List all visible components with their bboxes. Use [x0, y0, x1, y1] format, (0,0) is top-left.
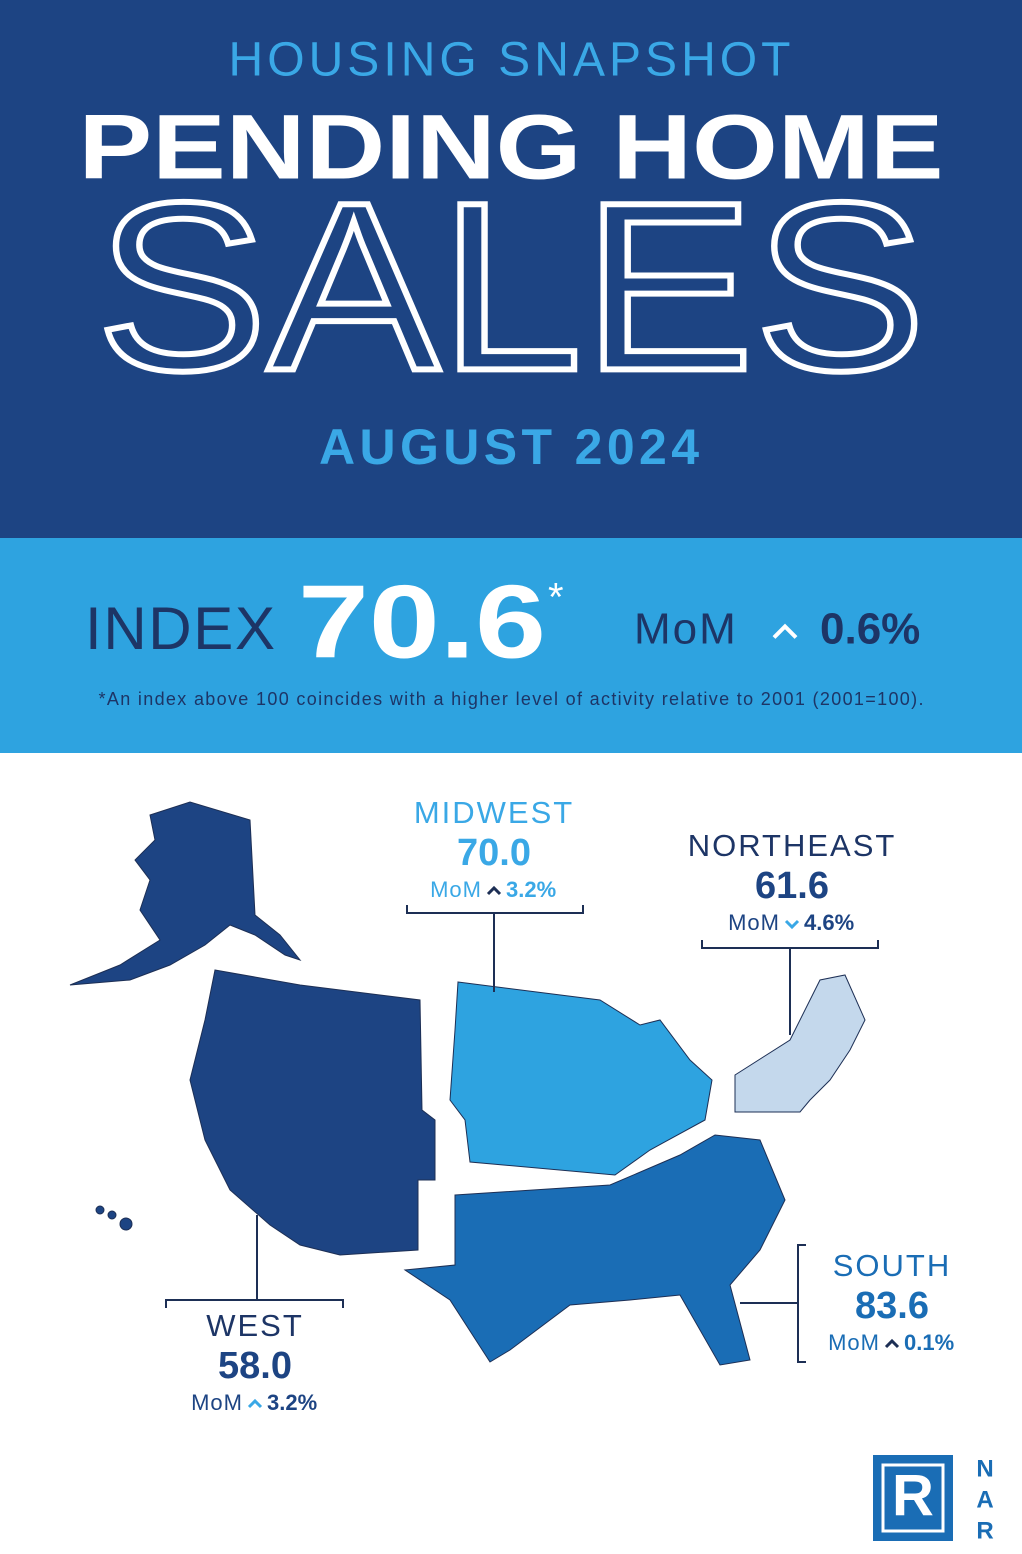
west	[189, 969, 436, 1256]
logo-text: A	[976, 1486, 993, 1513]
footnote: *An index above 100 coincides with a hig…	[99, 689, 924, 709]
mom-arrow	[772, 623, 798, 639]
callout	[165, 1215, 344, 1308]
period: AUGUST 2024	[319, 419, 699, 475]
region-mom-label: MoM	[191, 1390, 243, 1415]
region-change: 0.1%	[904, 1330, 954, 1355]
logo-letter: R	[892, 1463, 934, 1528]
logo-text: R	[976, 1517, 993, 1544]
region-change: 3.2%	[267, 1390, 317, 1415]
region-mom-label: MoM	[430, 877, 482, 902]
region-name: SOUTH	[833, 1248, 952, 1283]
region-name: MIDWEST	[414, 795, 574, 830]
logo-frame	[881, 1463, 945, 1533]
northeast	[734, 974, 866, 1113]
logo-text: N	[976, 1455, 993, 1482]
hawaii	[107, 1210, 117, 1220]
region-name: WEST	[206, 1308, 304, 1343]
header-band	[0, 0, 1022, 538]
index-band	[0, 538, 1022, 753]
callout	[701, 940, 879, 1035]
region-value: 58.0	[218, 1345, 292, 1387]
midwest	[449, 981, 713, 1176]
logo-mark	[873, 1455, 953, 1541]
region-arrow	[247, 1398, 263, 1409]
title-large: SALES	[96, 152, 926, 420]
region-arrow	[784, 919, 800, 930]
callout	[740, 1244, 806, 1363]
region-value: 70.0	[457, 832, 531, 874]
mom-label: MoM	[634, 605, 738, 654]
hawaii	[95, 1205, 105, 1215]
hawaii	[119, 1217, 133, 1231]
index-label: INDEX	[85, 595, 275, 662]
region-change: 4.6%	[804, 910, 854, 935]
region-mom-label: MoM	[828, 1330, 880, 1355]
alaska	[69, 801, 302, 986]
region-change: 3.2%	[506, 877, 556, 902]
index-value: 70.6	[298, 564, 546, 680]
south	[403, 1134, 786, 1366]
kicker: HOUSING SNAPSHOT	[229, 34, 794, 87]
region-value: 61.6	[755, 865, 829, 907]
region-mom-label: MoM	[728, 910, 780, 935]
region-name: NORTHEAST	[688, 828, 897, 863]
region-arrow	[884, 1338, 900, 1349]
callout	[406, 905, 584, 992]
region-value: 83.6	[855, 1285, 929, 1327]
region-arrow	[486, 885, 502, 896]
map	[69, 801, 866, 1366]
asterisk: *	[548, 576, 564, 620]
mom-change: 0.6%	[820, 605, 920, 654]
title: PENDING HOME	[79, 96, 944, 198]
